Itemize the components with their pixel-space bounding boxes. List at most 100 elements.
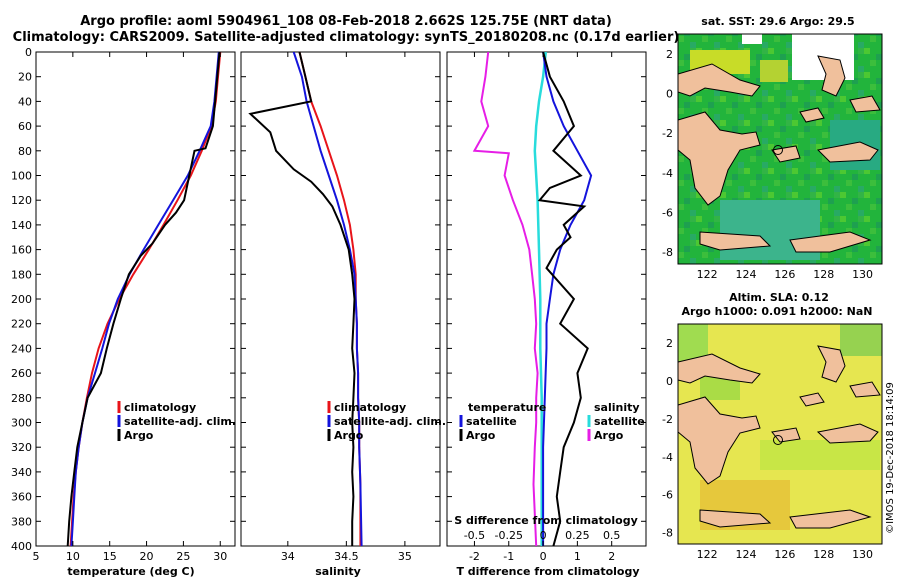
salinity-panel [240, 51, 441, 547]
diff-s-argo-line [472, 52, 539, 546]
salinity-legend: climatology satellite-adj. clim. Argo [327, 401, 446, 442]
map-y-tick-label: -8 [662, 527, 673, 540]
x-tick-label: 34 [281, 550, 295, 563]
temperature-legend: climatology satellite-adj. clim. Argo [117, 401, 236, 442]
x-tick-label: 34.5 [334, 550, 359, 563]
difference-legend-s-argo: Argo [594, 429, 624, 442]
map-y-tick-label: 0 [666, 87, 673, 100]
map-x-tick-label: 128 [813, 268, 834, 281]
map-x-tick-label: 126 [774, 548, 795, 561]
y-tick-label: 20 [18, 71, 32, 84]
sla-land-north [678, 353, 761, 384]
y-tick-label: 200 [11, 293, 32, 306]
y-tick-label: 360 [11, 491, 32, 504]
temperature-panel [35, 51, 236, 547]
s-tick-label: 0.25 [565, 529, 590, 542]
map-x-tick-label: 130 [852, 268, 873, 281]
s-tick-label: -0.5 [464, 529, 485, 542]
sst-land-buru [771, 145, 801, 163]
y-tick-label: 340 [11, 466, 32, 479]
map-y-tick-label: -4 [662, 451, 673, 464]
map-y-tick-label: -6 [662, 489, 673, 502]
y-tick-label: 60 [18, 120, 32, 133]
y-tick-label: 400 [11, 540, 32, 553]
diff-t-argo-line [537, 52, 589, 546]
map-x-tick-label: 128 [813, 548, 834, 561]
y-tick-label: 240 [11, 342, 32, 355]
difference-legend-s-satellite: satellite [594, 415, 645, 428]
temperature-legend-satellite: satellite-adj. clim. [124, 415, 236, 428]
imos-credit: ©IMOS 19-Dec-2018 18:14:09 [885, 382, 896, 534]
difference-legend-temperature-title: temperature [468, 401, 546, 414]
map-x-tick-label: 122 [697, 268, 718, 281]
map-x-tick-label: 124 [736, 268, 757, 281]
salinity-legend-satellite: satellite-adj. clim. [334, 415, 446, 428]
sla-land-islands [699, 381, 881, 529]
map-y-tick-label: -8 [662, 246, 673, 259]
map-y-tick-label: 2 [666, 48, 673, 61]
map-x-tick-label: 122 [697, 548, 718, 561]
y-tick-label: 300 [11, 417, 32, 430]
difference-legend-salinity-title: salinity [594, 401, 640, 414]
sla-map-frame [677, 323, 883, 545]
y-tick-label: 220 [11, 318, 32, 331]
diff-s-satellite-line [533, 52, 548, 546]
title-line2: Climatology: CARS2009. Satellite-adjuste… [13, 30, 680, 45]
salinity-xlabel: salinity [315, 565, 361, 578]
sst-land-seram [816, 141, 879, 163]
x-tick-label: 2 [608, 550, 615, 563]
sst-warm-patch [760, 60, 788, 82]
y-tick-label: 100 [11, 170, 32, 183]
diff-t-satellite-line [542, 52, 593, 546]
sst-land-halmahera [817, 55, 846, 97]
map-y-tick-label: -2 [662, 413, 673, 426]
sst-argo-marker [773, 145, 783, 155]
temperature-legend-argo: Argo [124, 429, 154, 442]
sla-argo-marker [773, 435, 783, 445]
s-tick-label: 0 [540, 529, 547, 542]
difference-legend: temperature satellite Argo salinity sate… [459, 401, 645, 442]
sst-cloud-gap [742, 34, 762, 44]
y-tick-label: 260 [11, 367, 32, 380]
x-tick-label: 5 [33, 550, 40, 563]
sla-land-halmahera [817, 345, 846, 383]
map-y-tick-label: -4 [662, 167, 673, 180]
sla-map-title2: Argo h1000: 0.091 h2000: NaN [681, 305, 872, 318]
sla-land-seram [816, 423, 879, 444]
title-line1: Argo profile: aoml 5904961_108 08-Feb-20… [80, 14, 612, 29]
temperature-xlabel: temperature (deg C) [67, 565, 194, 578]
temperature-satellite-line [70, 52, 220, 546]
y-tick-label: 0 [25, 46, 32, 59]
x-tick-label: -2 [469, 550, 480, 563]
x-tick-label: 1 [574, 550, 581, 563]
x-tick-label: 10 [66, 550, 80, 563]
temperature-legend-climatology: climatology [124, 401, 196, 414]
map-x-tick-label: 130 [852, 548, 873, 561]
map-x-tick-label: 124 [736, 548, 757, 561]
y-tick-label: 180 [11, 268, 32, 281]
sst-land-north [678, 63, 761, 97]
s-tick-label: 0.5 [603, 529, 621, 542]
map-y-tick-label: 2 [666, 337, 673, 350]
x-tick-label: 20 [140, 550, 154, 563]
s-tick-label: -0.25 [495, 529, 523, 542]
map-y-tick-label: -2 [662, 127, 673, 140]
map-y-tick-label: -6 [662, 206, 673, 219]
sla-green-patch [840, 324, 882, 356]
y-tick-label: 140 [11, 219, 32, 232]
x-tick-label: -1 [503, 550, 514, 563]
y-tick-label: 320 [11, 441, 32, 454]
salinity-satellite-line [292, 52, 363, 546]
sla-map [678, 324, 882, 544]
difference-panel [446, 51, 647, 547]
sla-green-patch [760, 440, 880, 470]
salinity-legend-argo: Argo [334, 429, 364, 442]
sst-map-frame [677, 33, 883, 265]
x-tick-label: 25 [176, 550, 190, 563]
sla-map-title1: Altim. SLA: 0.12 [729, 291, 829, 304]
x-tick-label: 0 [540, 550, 547, 563]
sst-land-islands [699, 95, 881, 253]
difference-legend-t-satellite: satellite [466, 415, 517, 428]
y-tick-label: 40 [18, 95, 32, 108]
